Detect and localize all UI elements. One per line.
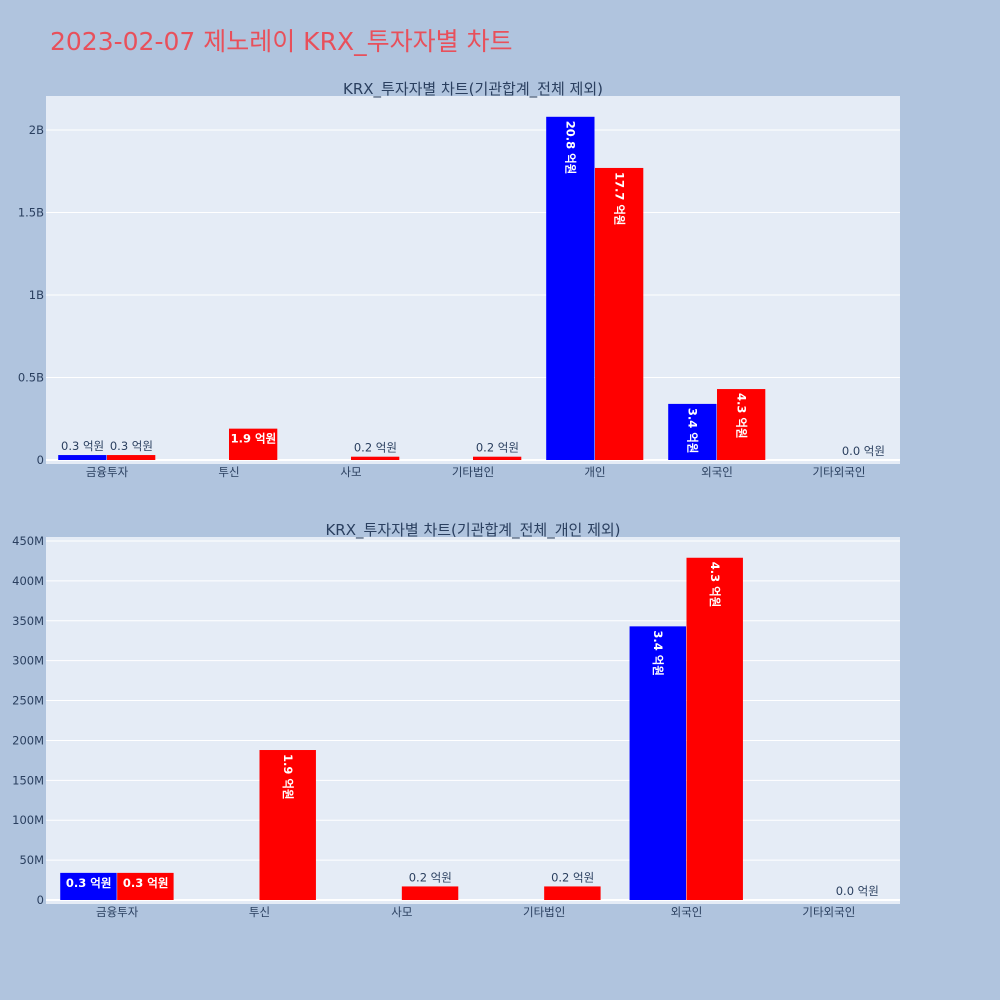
x-tick-label: 사모 [340, 465, 361, 479]
chart-title: KRX_투자자별 차트(기관합계_전체_개인 제외) [325, 521, 620, 540]
x-tick-label: 외국인 [701, 465, 733, 479]
y-tick-label: 0 [37, 893, 44, 907]
bar [229, 428, 278, 460]
y-tick-label: 2B [29, 123, 44, 137]
y-tick-label: 0.5B [18, 371, 44, 385]
bar [546, 116, 595, 461]
x-tick-label: 기타외국인 [813, 465, 866, 479]
data-label: 4.3 억원 [734, 393, 748, 439]
data-label: 0.2 억원 [409, 870, 452, 884]
y-tick-label: 300M [12, 654, 44, 668]
bar [473, 456, 522, 460]
plot-area [46, 537, 900, 904]
chart-title: KRX_투자자별 차트(기관합계_전체 제외) [343, 80, 603, 99]
x-tick-label: 투신 [218, 465, 239, 479]
bar [629, 626, 686, 900]
data-label: 0.3 억원 [66, 876, 112, 890]
bar [60, 872, 117, 900]
bar [351, 456, 400, 460]
y-tick-label: 150M [12, 773, 44, 787]
data-label: 0.3 억원 [123, 876, 169, 890]
y-tick-label: 450M [12, 534, 44, 548]
page-title: 2023-02-07 제노레이 KRX_투자자별 차트 [50, 27, 513, 56]
x-tick-label: 투신 [249, 905, 270, 919]
bar [668, 403, 717, 460]
data-label: 0.0 억원 [836, 884, 879, 898]
y-tick-label: 100M [12, 813, 44, 827]
plot-area [46, 96, 900, 464]
bar [58, 455, 107, 460]
data-label: 3.4 억원 [686, 408, 700, 454]
y-tick-label: 50M [19, 853, 44, 867]
data-label: 0.3 억원 [61, 439, 104, 453]
data-label: 0.2 억원 [551, 870, 594, 884]
data-label: 0.0 억원 [842, 444, 885, 458]
x-tick-label: 금융투자 [86, 465, 129, 479]
bar [544, 886, 601, 900]
data-label: 20.8 억원 [564, 121, 578, 175]
data-label: 3.4 억원 [651, 630, 665, 676]
x-tick-label: 금융투자 [96, 905, 139, 919]
y-tick-label: 1.5B [18, 206, 44, 220]
y-tick-label: 400M [12, 574, 44, 588]
x-tick-label: 기타외국인 [802, 905, 855, 919]
bar [686, 557, 743, 900]
y-tick-label: 350M [12, 614, 44, 628]
bar [117, 872, 174, 900]
x-tick-label: 기타법인 [523, 905, 565, 919]
y-tick-label: 250M [12, 694, 44, 708]
bar [595, 167, 644, 460]
data-label: 17.7 억원 [612, 172, 626, 226]
data-label: 0.2 억원 [476, 441, 519, 455]
bar [259, 750, 316, 900]
data-label: 0.3 억원 [110, 439, 153, 453]
bar [717, 389, 766, 460]
x-tick-label: 기타법인 [452, 465, 494, 479]
data-label: 0.2 억원 [354, 441, 397, 455]
bar [107, 455, 156, 460]
chart-1: 0 0.5B 1B 1.5B 2B KRX_투자자별 차트(기관합계_전체 제외) 금융투자… [18, 80, 900, 479]
y-tick-label: 1B [29, 288, 44, 302]
x-tick-label: 사모 [391, 905, 412, 919]
data-label: 1.9 억원 [281, 754, 295, 800]
chart-2: 0 50M 100M 150M 200M 250M 300M 350M 400M 450M KRX_… [12, 521, 900, 919]
bar [401, 886, 459, 900]
x-tick-label: 개인 [584, 465, 605, 479]
data-label: 4.3 억원 [708, 562, 722, 608]
x-tick-label: 외국인 [671, 905, 703, 919]
data-label: 1.9 억원 [231, 432, 277, 446]
y-tick-label: 200M [12, 733, 44, 747]
y-tick-label: 0 [37, 453, 44, 467]
